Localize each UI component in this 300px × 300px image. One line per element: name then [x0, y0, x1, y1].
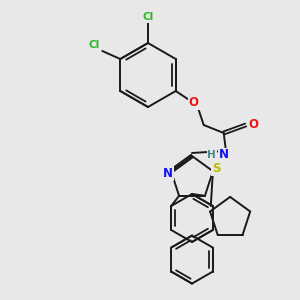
Text: S: S [212, 162, 220, 175]
Text: N: N [163, 167, 173, 180]
Text: Cl: Cl [142, 12, 154, 22]
Text: N: N [219, 148, 229, 161]
Text: Cl: Cl [89, 40, 100, 50]
Text: O: O [189, 97, 199, 110]
Text: O: O [249, 118, 259, 131]
Text: H: H [207, 150, 216, 160]
